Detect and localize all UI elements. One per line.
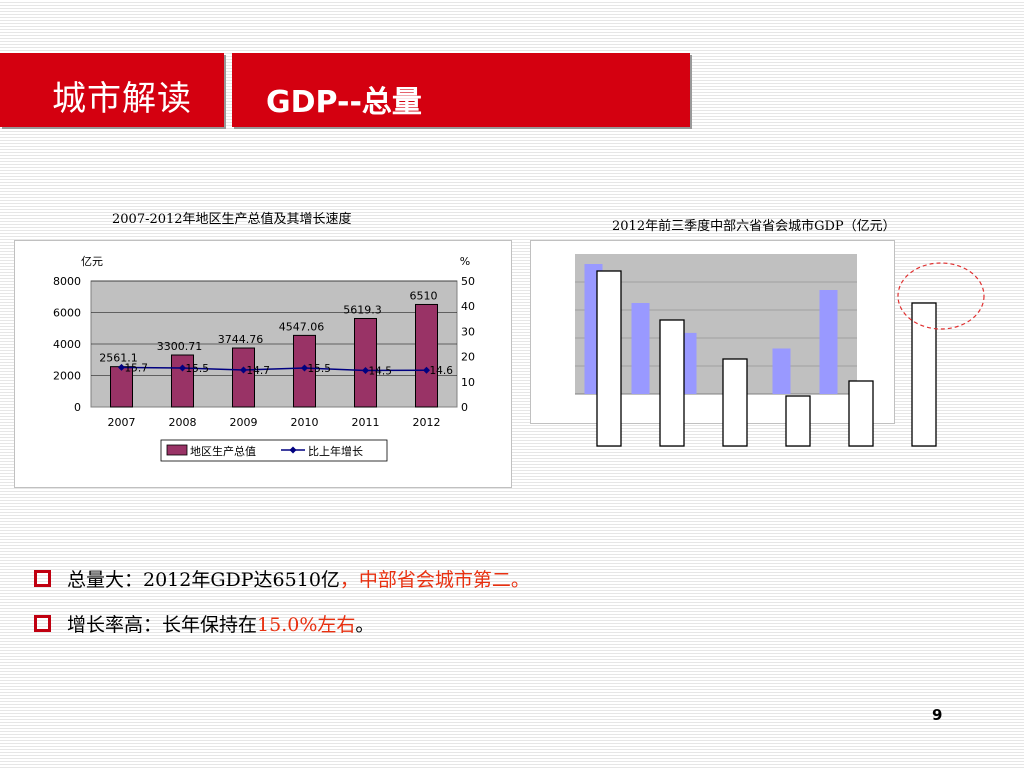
gdp-bar <box>819 290 838 394</box>
overlay-box <box>659 319 685 447</box>
legend-box <box>160 439 388 462</box>
chart1-panel: 0 2000 4000 6000 8000 0 10 20 30 40 50 亿元% 2561.1 200… <box>14 240 512 488</box>
overlay-box <box>911 302 937 447</box>
line-value-label: 14.5 <box>369 365 392 377</box>
bullet-item: 增长率高：长年保持在15.0%左右。 <box>34 610 374 637</box>
legend-label: 比上年增长 <box>308 444 363 458</box>
growth-marker <box>423 366 430 374</box>
line-value-label: 15.5 <box>308 363 331 375</box>
highlight-circle <box>897 262 985 330</box>
growth-marker <box>240 366 247 374</box>
x-tick-label: 2007 <box>108 416 136 429</box>
gdp-bar <box>415 303 438 408</box>
y-tick-label: 2000 <box>53 370 81 383</box>
growth-marker <box>118 363 125 371</box>
y2-tick-label: 0 <box>461 401 468 414</box>
bullet-item: 总量大：2012年GDP达6510亿，中部省会城市第二。 <box>34 565 530 592</box>
chart2-svg <box>575 254 985 447</box>
bar-value-label: 2561.1 <box>99 352 138 365</box>
y-axis-label: 亿元 <box>81 255 103 268</box>
y2-tick-label: 10 <box>461 376 475 389</box>
growth-marker <box>362 366 369 374</box>
bar-value-label: 6510 <box>410 289 438 302</box>
x-tick-label: 2009 <box>230 416 258 429</box>
bar-value-label: 3300.71 <box>157 340 203 353</box>
plot-area <box>575 254 857 394</box>
legend-label: 地区生产总值 <box>190 444 256 458</box>
x-tick-label: 2011 <box>352 416 380 429</box>
y2-axis-label: % <box>460 255 470 268</box>
legend-bar-swatch <box>166 444 188 456</box>
gdp-bar <box>232 347 255 408</box>
line-value-label: 14.7 <box>247 365 270 377</box>
slide-title: GDP--总量 <box>266 85 422 120</box>
y2-tick-label: 50 <box>461 275 475 288</box>
chart2-title: 2012年前三季度中部六省省会城市GDP（亿元） <box>612 219 896 234</box>
page-number: 9 <box>932 706 943 724</box>
line-value-label: 15.7 <box>125 362 148 374</box>
y2-tick-label: 40 <box>461 300 475 313</box>
legend-line-marker <box>289 446 297 454</box>
y-tick-label: 6000 <box>53 307 81 320</box>
growth-marker <box>179 364 186 372</box>
line-value-label: 15.5 <box>186 363 209 375</box>
overlay-box <box>722 358 748 447</box>
gdp-bar <box>354 317 377 408</box>
bar-value-label: 4547.06 <box>279 320 325 333</box>
bar-value-label: 3744.76 <box>218 333 264 346</box>
growth-marker <box>301 364 308 372</box>
bar-value-label: 5619.3 <box>343 303 382 316</box>
section-title: 城市解读 <box>52 79 192 119</box>
checkbox-bullet-icon <box>34 615 51 632</box>
y-tick-label: 8000 <box>53 275 81 288</box>
checkbox-bullet-icon <box>34 570 51 587</box>
overlay-box <box>785 395 811 447</box>
overlay-box <box>848 380 874 447</box>
y-tick-label: 0 <box>74 401 81 414</box>
gdp-bar <box>772 348 791 394</box>
line-value-label: 14.6 <box>430 365 454 377</box>
overlay-box <box>596 270 622 447</box>
x-tick-label: 2010 <box>291 416 319 429</box>
y-tick-label: 4000 <box>53 338 81 351</box>
x-tick-label: 2008 <box>169 416 197 429</box>
y2-tick-label: 20 <box>461 351 475 364</box>
slide-title-box: GDP--总量 <box>232 53 690 127</box>
chart1-title: 2007-2012年地区生产总值及其增长速度 <box>112 212 352 227</box>
gdp-bar <box>631 303 650 394</box>
chart1-svg: 0 2000 4000 6000 8000 0 10 20 30 40 50 亿元 % 2561.1 200… <box>53 255 475 462</box>
x-tick-label: 2012 <box>413 416 441 429</box>
y2-tick-label: 30 <box>461 325 475 338</box>
section-title-box: 城市解读 <box>0 53 224 127</box>
growth-line <box>121 366 427 372</box>
